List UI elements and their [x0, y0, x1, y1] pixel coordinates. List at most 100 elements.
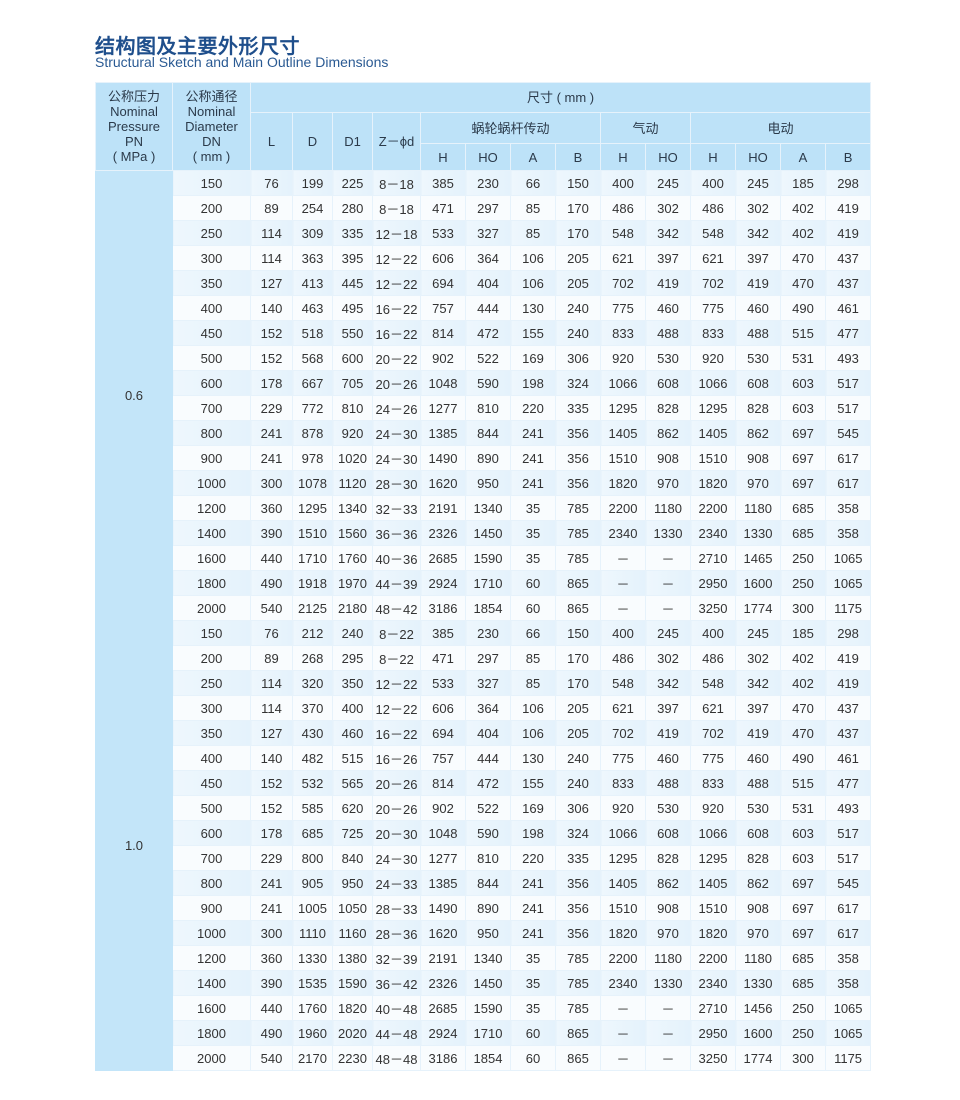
value-cell: 517: [824, 845, 872, 871]
value-cell: 1110: [292, 920, 333, 946]
value-cell: 205: [555, 245, 601, 271]
value-cell: 1820: [600, 920, 646, 946]
value-cell: 2340: [690, 520, 736, 546]
table-row: 1200 360 1295 1340 32－33 2191 1340 35 785 2200 118…: [96, 495, 872, 521]
value-cell: 702: [600, 720, 646, 746]
value-cell: 309: [292, 220, 333, 246]
value-cell: －: [645, 1020, 691, 1046]
value-cell: 28－33: [372, 895, 421, 921]
value-cell: 540: [250, 595, 293, 621]
value-cell: 356: [555, 470, 601, 496]
value-cell: 12－22: [372, 695, 421, 721]
value-cell: 844: [465, 420, 511, 446]
value-cell: 178: [250, 370, 293, 396]
value-cell: 608: [645, 820, 691, 846]
value-cell: 950: [332, 870, 373, 896]
value-cell: 205: [555, 270, 601, 296]
value-cell: 300: [780, 1045, 826, 1071]
value-cell: 400: [600, 620, 646, 646]
value-cell: 920: [690, 345, 736, 371]
diameter-cell: 400: [172, 745, 251, 771]
value-cell: 1078: [292, 470, 333, 496]
value-cell: 2191: [420, 945, 466, 971]
value-cell: 548: [600, 670, 646, 696]
value-cell: 36－42: [372, 970, 421, 996]
value-cell: 533: [420, 670, 466, 696]
value-cell: 488: [645, 770, 691, 796]
pressure-cell: 0.6: [95, 170, 173, 621]
diameter-cell: 1800: [172, 1020, 251, 1046]
table-row: 300 114 370 400 12－22 606 364 106 205 621 397 621 39…: [96, 695, 872, 721]
value-cell: 1854: [465, 1045, 511, 1071]
value-cell: 358: [824, 520, 872, 546]
value-cell: 150: [555, 170, 601, 196]
header-subcol: A: [780, 143, 826, 171]
value-cell: 170: [555, 195, 601, 221]
value-cell: 106: [510, 245, 556, 271]
value-cell: 241: [510, 895, 556, 921]
value-cell: 35: [510, 520, 556, 546]
value-cell: 12－18: [372, 220, 421, 246]
value-cell: 902: [420, 795, 466, 821]
diameter-cell: 1600: [172, 995, 251, 1021]
value-cell: 472: [465, 770, 511, 796]
value-cell: －: [645, 995, 691, 1021]
value-cell: 1020: [332, 445, 373, 471]
value-cell: 515: [780, 770, 826, 796]
value-cell: 342: [645, 220, 691, 246]
value-cell: 85: [510, 195, 556, 221]
value-cell: 828: [645, 845, 691, 871]
value-cell: 185: [780, 170, 826, 196]
value-cell: 370: [292, 695, 333, 721]
value-cell: 220: [510, 395, 556, 421]
value-cell: 2340: [600, 520, 646, 546]
value-cell: 2685: [420, 995, 466, 1021]
value-cell: 1820: [600, 470, 646, 496]
value-cell: 2710: [690, 995, 736, 1021]
value-cell: 229: [250, 845, 293, 871]
diameter-cell: 1400: [172, 520, 251, 546]
value-cell: 1465: [735, 545, 781, 571]
value-cell: 865: [555, 595, 601, 621]
value-cell: 155: [510, 770, 556, 796]
value-cell: 477: [824, 770, 872, 796]
value-cell: 178: [250, 820, 293, 846]
value-cell: 785: [555, 995, 601, 1021]
value-cell: 402: [780, 195, 826, 221]
value-cell: 862: [645, 420, 691, 446]
value-cell: 470: [780, 720, 826, 746]
value-cell: 970: [735, 920, 781, 946]
value-cell: 445: [332, 270, 373, 296]
value-cell: 1175: [824, 595, 872, 621]
value-cell: 490: [250, 570, 293, 596]
value-cell: 460: [332, 720, 373, 746]
value-cell: 32－39: [372, 945, 421, 971]
value-cell: 1160: [332, 920, 373, 946]
value-cell: 470: [780, 245, 826, 271]
value-cell: 400: [690, 170, 736, 196]
value-cell: 1560: [332, 520, 373, 546]
value-cell: 1710: [465, 570, 511, 596]
value-cell: 169: [510, 345, 556, 371]
diameter-cell: 600: [172, 820, 251, 846]
value-cell: 240: [555, 320, 601, 346]
value-cell: 697: [780, 470, 826, 496]
table-row: 1600 440 1760 1820 40－48 2685 1590 35 785 －－ 2710 1…: [96, 995, 872, 1021]
header-col-L: L: [250, 112, 293, 171]
value-cell: 460: [645, 295, 691, 321]
value-cell: 1854: [465, 595, 511, 621]
value-cell: 775: [690, 295, 736, 321]
value-cell: 810: [332, 395, 373, 421]
value-cell: 24－30: [372, 420, 421, 446]
value-cell: 28－30: [372, 470, 421, 496]
value-cell: 302: [735, 645, 781, 671]
table-row: 700 229 772 810 24－26 1277 810 220 335 1295 828 129…: [96, 395, 872, 421]
value-cell: 397: [645, 695, 691, 721]
value-cell: 268: [292, 645, 333, 671]
value-cell: 486: [600, 645, 646, 671]
value-cell: 419: [824, 670, 872, 696]
value-cell: 1295: [690, 395, 736, 421]
value-cell: 1180: [735, 945, 781, 971]
value-cell: 1710: [465, 1020, 511, 1046]
value-cell: 44－39: [372, 570, 421, 596]
